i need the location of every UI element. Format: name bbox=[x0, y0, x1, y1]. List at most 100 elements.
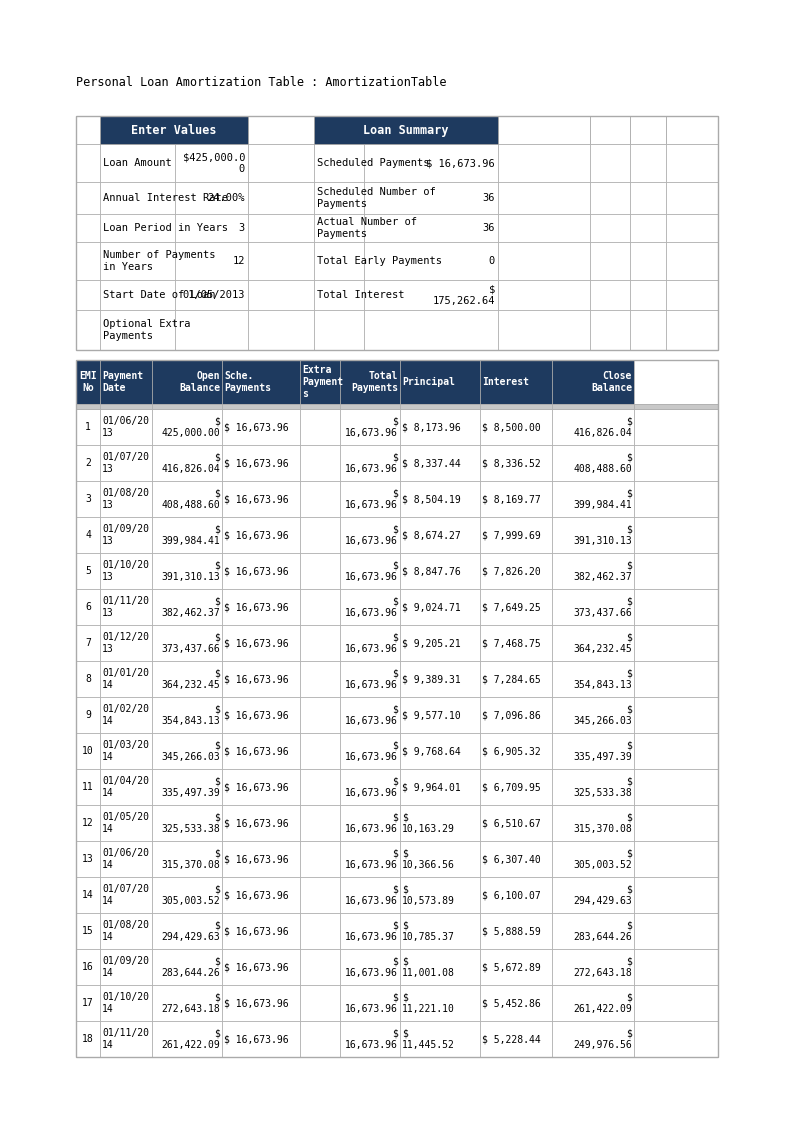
Bar bbox=[152, 517, 222, 553]
Text: $ 16,673.96: $ 16,673.96 bbox=[224, 530, 289, 540]
Text: $ 16,673.96: $ 16,673.96 bbox=[224, 565, 289, 576]
Bar bbox=[340, 404, 400, 410]
Bar bbox=[152, 985, 222, 1021]
Bar bbox=[222, 804, 300, 842]
Bar bbox=[300, 404, 340, 410]
Bar bbox=[152, 697, 222, 733]
Bar bbox=[552, 661, 634, 697]
Bar bbox=[552, 360, 634, 404]
Bar bbox=[300, 804, 340, 842]
Bar bbox=[300, 517, 340, 553]
Bar bbox=[175, 116, 248, 144]
Text: 01/10/20
14: 01/10/20 14 bbox=[102, 992, 149, 1014]
Bar bbox=[340, 1021, 400, 1057]
Text: 5: 5 bbox=[85, 565, 91, 576]
Text: 36: 36 bbox=[482, 223, 495, 233]
Text: 01/12/20
13: 01/12/20 13 bbox=[102, 632, 149, 654]
Text: 4: 4 bbox=[85, 530, 91, 540]
Bar bbox=[76, 242, 100, 280]
Bar bbox=[634, 517, 718, 553]
Text: $ 8,337.44: $ 8,337.44 bbox=[402, 458, 461, 468]
Bar bbox=[340, 733, 400, 769]
Bar bbox=[400, 985, 480, 1021]
Text: $ 6,100.07: $ 6,100.07 bbox=[482, 890, 541, 900]
Text: 01/10/20
13: 01/10/20 13 bbox=[102, 560, 149, 582]
Text: $
16,673.96: $ 16,673.96 bbox=[345, 669, 398, 690]
Bar bbox=[100, 913, 152, 949]
Bar bbox=[100, 985, 152, 1021]
Bar bbox=[340, 445, 400, 481]
Bar bbox=[552, 733, 634, 769]
Bar bbox=[400, 733, 480, 769]
Text: Loan Summary: Loan Summary bbox=[363, 123, 449, 137]
Bar bbox=[76, 280, 100, 310]
Text: 01/06/20
13: 01/06/20 13 bbox=[102, 416, 149, 438]
Text: $ 16,673.96: $ 16,673.96 bbox=[224, 710, 289, 720]
Bar bbox=[340, 410, 400, 445]
Bar bbox=[76, 116, 718, 350]
Bar bbox=[152, 589, 222, 625]
Text: $ 5,672.89: $ 5,672.89 bbox=[482, 962, 541, 972]
Text: 18: 18 bbox=[82, 1034, 94, 1043]
Bar bbox=[634, 913, 718, 949]
Bar bbox=[76, 804, 100, 842]
Bar bbox=[175, 182, 248, 214]
Text: $
11,001.08: $ 11,001.08 bbox=[402, 956, 455, 977]
Bar bbox=[552, 913, 634, 949]
Text: Principal: Principal bbox=[402, 377, 455, 387]
Bar bbox=[634, 553, 718, 589]
Bar bbox=[400, 804, 480, 842]
Bar bbox=[100, 360, 152, 404]
Bar bbox=[248, 182, 314, 214]
Bar bbox=[248, 280, 314, 310]
Bar bbox=[340, 697, 400, 733]
Text: $
315,370.08: $ 315,370.08 bbox=[573, 812, 632, 834]
Bar bbox=[552, 949, 634, 985]
Bar bbox=[480, 589, 552, 625]
Text: $ 5,888.59: $ 5,888.59 bbox=[482, 926, 541, 936]
Text: $
16,673.96: $ 16,673.96 bbox=[345, 956, 398, 977]
Text: $
283,644.26: $ 283,644.26 bbox=[161, 956, 220, 977]
Bar bbox=[100, 144, 175, 182]
Text: $ 16,673.96: $ 16,673.96 bbox=[224, 818, 289, 828]
Bar bbox=[400, 517, 480, 553]
Text: $ 7,468.75: $ 7,468.75 bbox=[482, 638, 541, 649]
Text: Sche.
Payments: Sche. Payments bbox=[224, 371, 271, 393]
Text: $ 8,500.00: $ 8,500.00 bbox=[482, 422, 541, 432]
Bar bbox=[480, 842, 552, 877]
Text: $ 5,228.44: $ 5,228.44 bbox=[482, 1034, 541, 1043]
Text: $
399,984.41: $ 399,984.41 bbox=[573, 488, 632, 509]
Bar bbox=[498, 242, 590, 280]
Text: $
16,673.96: $ 16,673.96 bbox=[345, 488, 398, 509]
Bar bbox=[76, 985, 100, 1021]
Bar bbox=[340, 949, 400, 985]
Text: $
10,366.56: $ 10,366.56 bbox=[402, 848, 455, 870]
Bar bbox=[300, 842, 340, 877]
Bar bbox=[590, 242, 630, 280]
Text: 12: 12 bbox=[82, 818, 94, 828]
Text: $
425,000.00: $ 425,000.00 bbox=[161, 416, 220, 438]
Bar bbox=[666, 242, 718, 280]
Text: 15: 15 bbox=[82, 926, 94, 936]
Bar bbox=[152, 410, 222, 445]
Text: $
16,673.96: $ 16,673.96 bbox=[345, 632, 398, 654]
Text: $
364,232.45: $ 364,232.45 bbox=[573, 632, 632, 654]
Text: $ 7,826.20: $ 7,826.20 bbox=[482, 565, 541, 576]
Text: 01/09/20
13: 01/09/20 13 bbox=[102, 524, 149, 545]
Bar bbox=[630, 242, 666, 280]
Bar bbox=[300, 733, 340, 769]
Bar bbox=[152, 913, 222, 949]
Bar bbox=[222, 589, 300, 625]
Text: $
345,266.03: $ 345,266.03 bbox=[161, 741, 220, 762]
Bar bbox=[76, 769, 100, 804]
Bar bbox=[480, 913, 552, 949]
Bar bbox=[480, 949, 552, 985]
Text: $ 9,768.64: $ 9,768.64 bbox=[402, 746, 461, 756]
Text: $
16,673.96: $ 16,673.96 bbox=[345, 992, 398, 1014]
Text: $
16,673.96: $ 16,673.96 bbox=[345, 776, 398, 798]
Text: $
175,262.64: $ 175,262.64 bbox=[432, 284, 495, 306]
Bar bbox=[480, 733, 552, 769]
Bar bbox=[76, 1021, 100, 1057]
Bar bbox=[630, 280, 666, 310]
Text: Optional Extra
Payments: Optional Extra Payments bbox=[103, 319, 190, 341]
